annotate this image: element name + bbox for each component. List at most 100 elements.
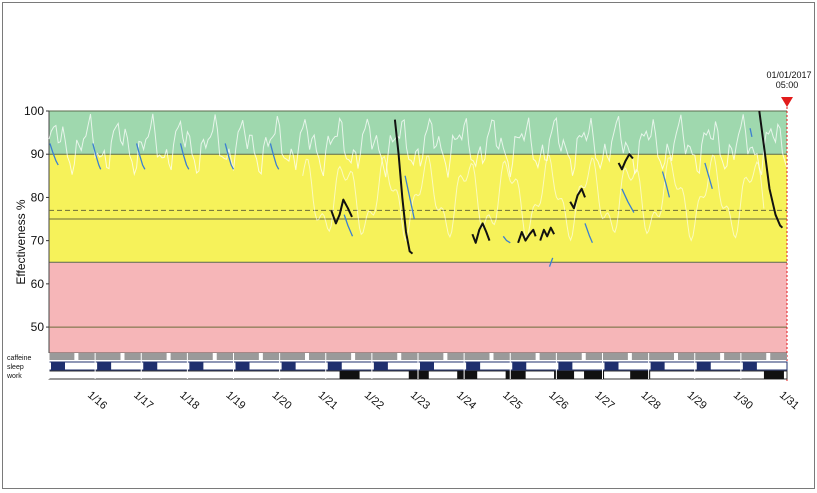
- sleep-gap: [581, 363, 592, 369]
- work-block: [339, 371, 360, 379]
- caffeine-row-gap: [258, 353, 263, 360]
- sleep-block: [512, 362, 527, 370]
- caffeine-row-gap: [351, 353, 356, 360]
- black-segment-4: [539, 226, 555, 241]
- sleep-block: [696, 362, 711, 370]
- activity-row-label: work: [6, 373, 22, 380]
- blue-segment-8: [502, 235, 511, 244]
- zone-band-0: [49, 111, 787, 155]
- work-block: [584, 371, 605, 379]
- marker-triangle: [781, 97, 793, 107]
- caffeine-row-gap: [673, 353, 678, 360]
- x-tick-label: 1/20: [270, 389, 294, 412]
- y-tick-label: 50: [31, 320, 45, 334]
- sleep-gap: [627, 363, 638, 369]
- sleep-gap: [489, 363, 500, 369]
- sleep-gap: [304, 363, 315, 369]
- y-tick-label: 90: [31, 147, 45, 161]
- sleep-gap: [74, 363, 85, 369]
- x-tick-label: 1/24: [454, 389, 478, 412]
- x-tick-label: 1/27: [592, 389, 616, 412]
- blue-segment-3: [179, 143, 190, 170]
- sleep-block: [466, 362, 481, 370]
- blue-segment-7: [404, 175, 415, 220]
- sleep-block: [373, 362, 388, 370]
- sleep-gap: [535, 363, 546, 369]
- sleep-block: [143, 362, 158, 370]
- sleep-gap: [397, 363, 408, 369]
- blue-segment-6: [343, 214, 354, 237]
- work-block: [457, 371, 478, 379]
- caffeine-row-gap: [212, 353, 217, 360]
- x-tick-label: 1/28: [639, 389, 663, 412]
- activity-row-label: caffeine: [7, 355, 31, 362]
- zone-band-2: [49, 262, 787, 353]
- caffeine-row-gap: [581, 353, 586, 360]
- blue-segment-9: [548, 257, 554, 267]
- sleep-block: [281, 362, 296, 370]
- x-tick-label: 1/18: [177, 389, 201, 412]
- caffeine-row-gap: [443, 353, 448, 360]
- work-block: [763, 371, 784, 379]
- sleep-gap: [258, 363, 269, 369]
- black-segment-1: [393, 119, 414, 255]
- marker-time: 05:00: [776, 80, 799, 90]
- y-tick-label: 100: [24, 104, 44, 118]
- sleep-block: [558, 362, 573, 370]
- work-block: [630, 371, 651, 379]
- work-block: [408, 371, 429, 379]
- sleep-gap: [673, 363, 684, 369]
- x-tick-label: 1/31: [777, 389, 801, 412]
- blue-segment-10: [584, 223, 593, 244]
- x-tick-label: 1/21: [316, 389, 340, 412]
- y-tick-label: 70: [31, 234, 45, 248]
- caffeine-row-gap: [627, 353, 632, 360]
- blue-segment-14: [749, 128, 753, 138]
- blue-segment-5: [269, 143, 280, 170]
- caffeine-row-gap: [720, 353, 725, 360]
- caffeine-row-gap: [74, 353, 79, 360]
- x-tick-label: 1/26: [546, 389, 570, 412]
- zone-band-1: [49, 154, 787, 263]
- sleep-gap: [720, 363, 731, 369]
- x-tick-label: 1/29: [685, 389, 709, 412]
- blue-segment-4: [224, 143, 235, 170]
- y-tick-label: 80: [31, 190, 45, 204]
- x-tick-label: 1/17: [131, 389, 155, 412]
- x-tick-label: 1/19: [223, 389, 247, 412]
- caffeine-row-gap: [766, 353, 771, 360]
- sleep-gap: [766, 363, 777, 369]
- marker-date: 01/01/2017: [766, 70, 811, 80]
- background-trace: [48, 113, 788, 178]
- y-axis-label: Effectiveness %: [14, 199, 28, 284]
- y-tick-label: 60: [31, 277, 45, 291]
- blue-segment-12: [661, 171, 671, 198]
- sleep-block: [650, 362, 665, 370]
- activity-row-label: sleep: [7, 364, 24, 371]
- black-segment-3: [517, 228, 537, 244]
- sleep-block: [235, 362, 250, 370]
- work-block: [554, 371, 575, 379]
- sleep-block: [742, 362, 757, 370]
- sleep-block: [420, 362, 434, 370]
- sleep-gap: [166, 363, 177, 369]
- black-segment-0: [330, 198, 353, 225]
- sleep-gap: [212, 363, 223, 369]
- black-segment-7: [758, 110, 784, 229]
- sleep-block: [327, 362, 342, 370]
- x-tick-label: 1/30: [731, 389, 755, 412]
- caffeine-row-gap: [397, 353, 402, 360]
- caffeine-row-gap: [489, 353, 494, 360]
- sleep-gap: [120, 363, 131, 369]
- x-tick-label: 1/22: [362, 389, 386, 412]
- sleep-block: [604, 362, 619, 370]
- sleep-gap: [351, 363, 362, 369]
- blue-segment-11: [621, 188, 635, 213]
- black-segment-6: [617, 153, 634, 171]
- caffeine-row-gap: [535, 353, 540, 360]
- blue-segment-0: [49, 143, 59, 166]
- caffeine-row-gap: [120, 353, 125, 360]
- sleep-block: [97, 362, 112, 370]
- black-segment-2: [471, 222, 491, 244]
- blue-segment-13: [704, 162, 713, 189]
